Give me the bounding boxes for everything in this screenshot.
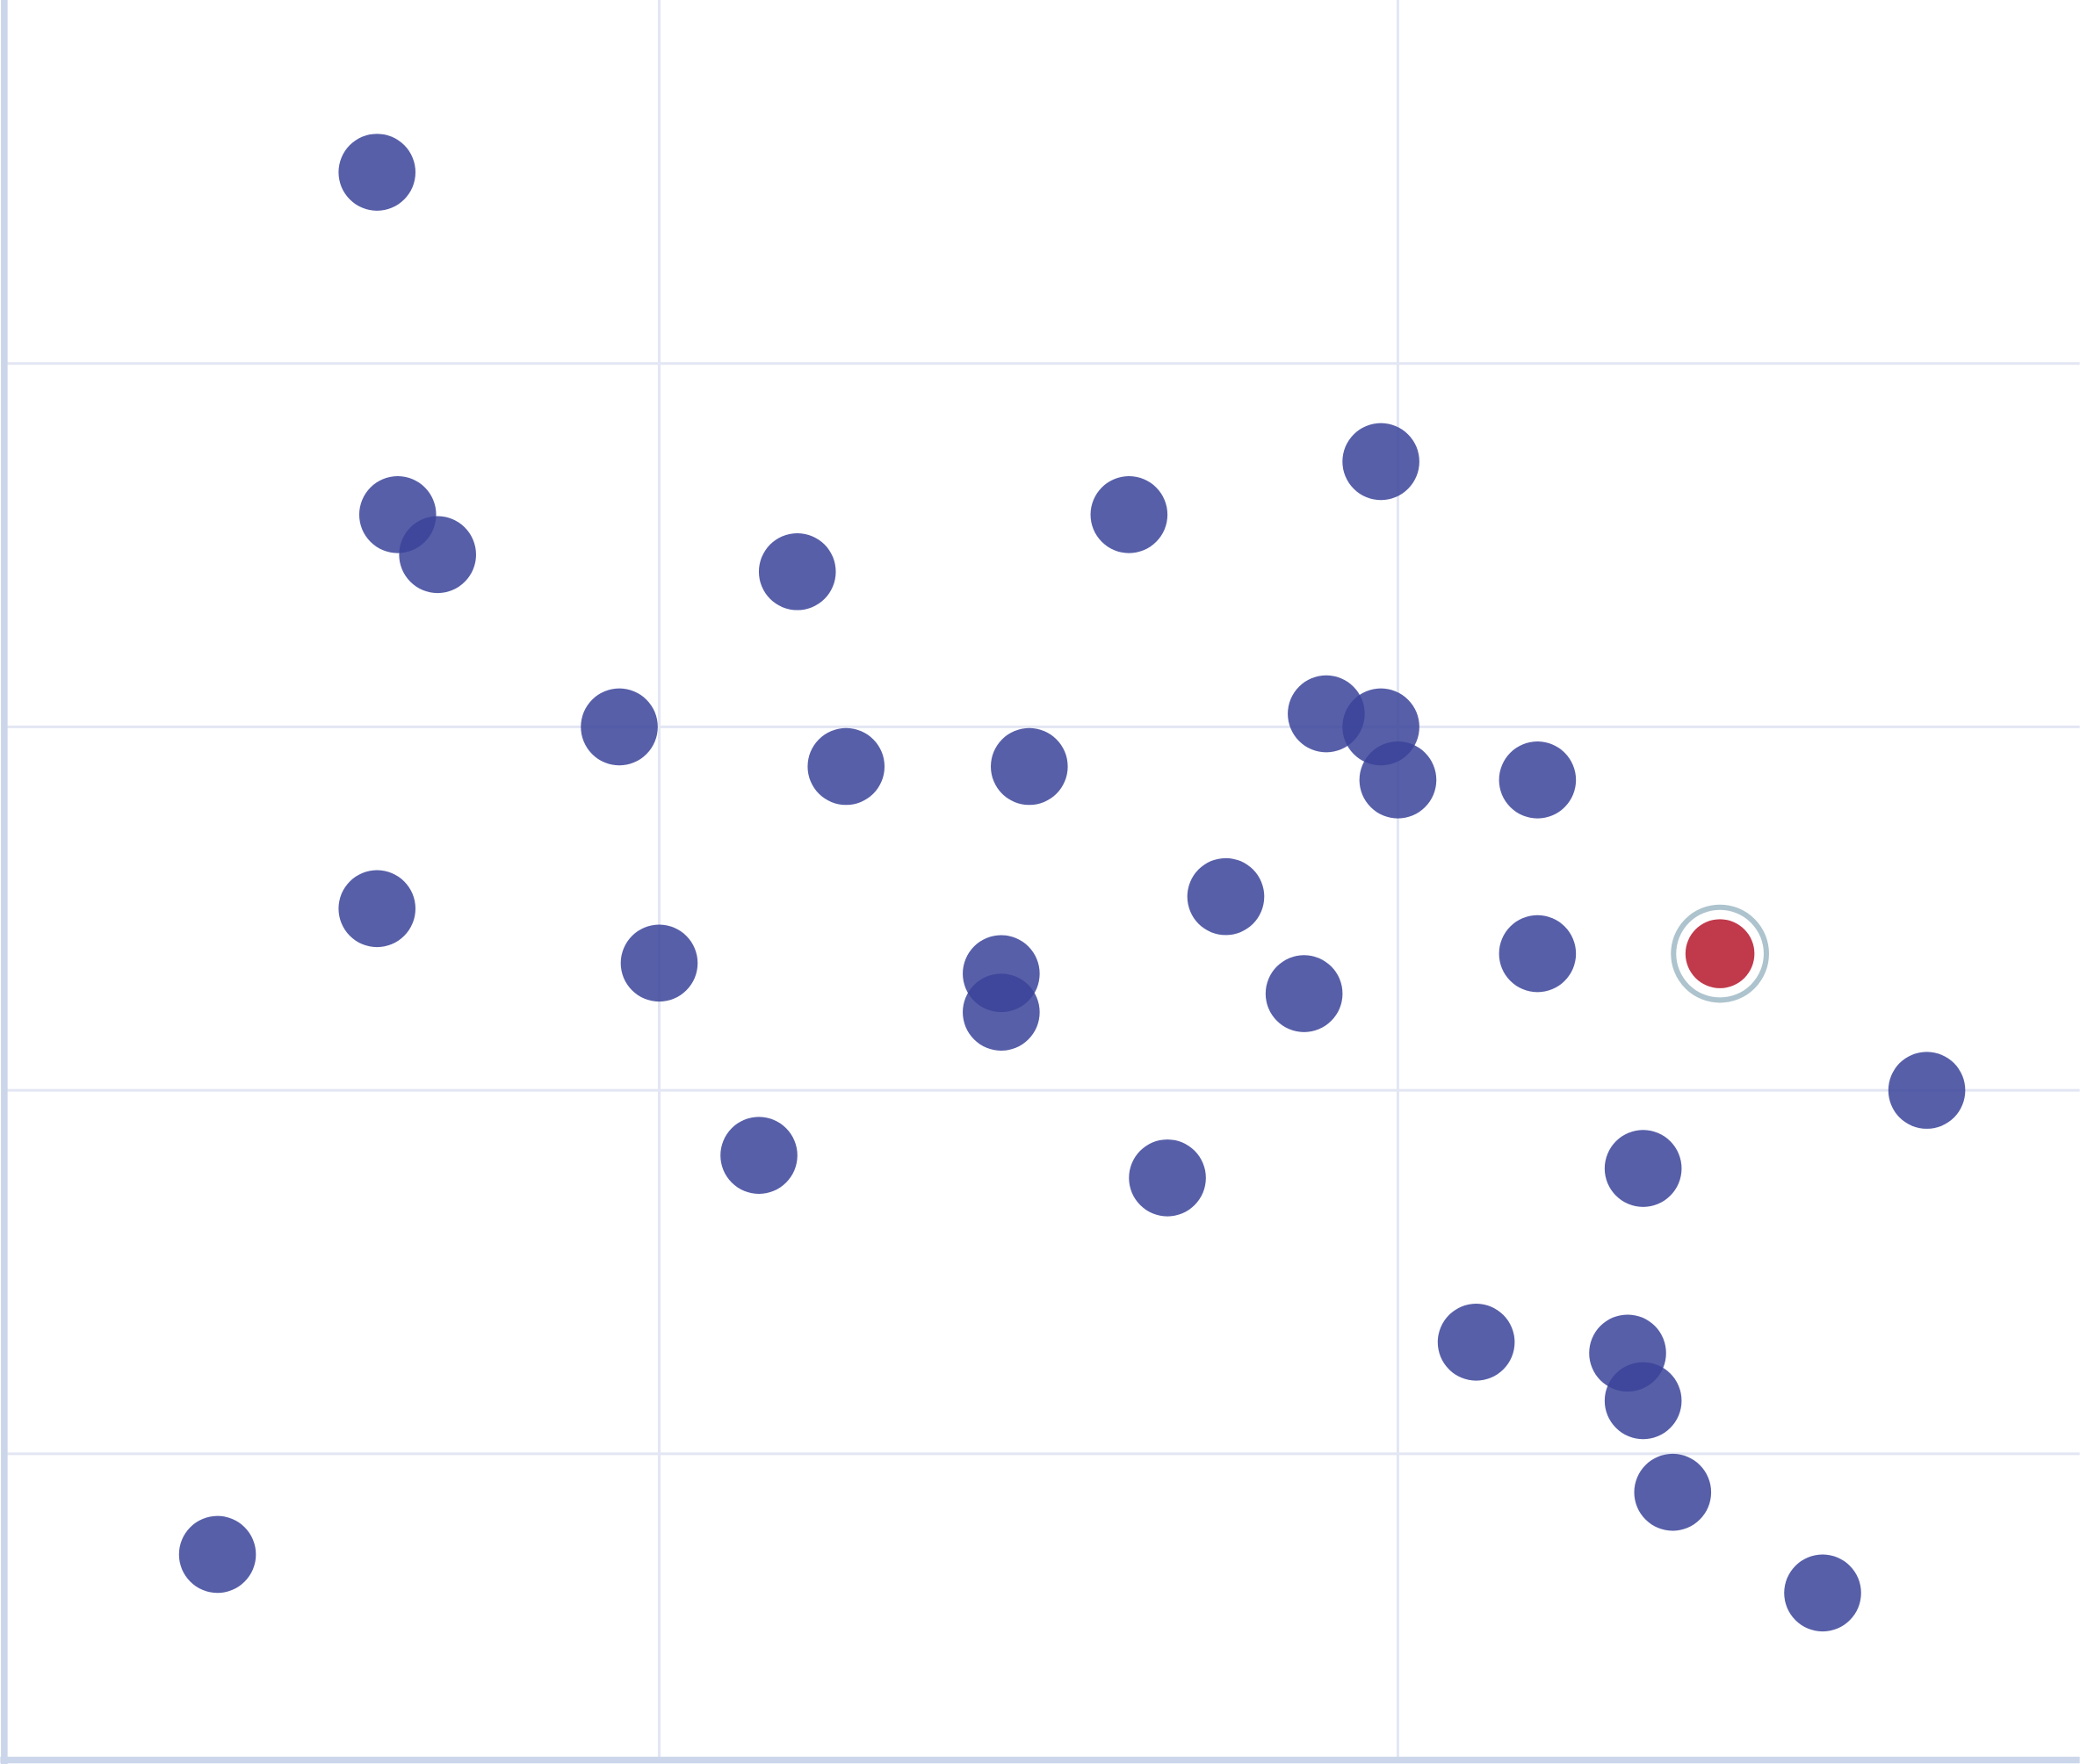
data-point[interactable] bbox=[991, 727, 1068, 806]
data-point[interactable] bbox=[720, 1117, 798, 1194]
data-point[interactable] bbox=[1359, 741, 1437, 819]
data-point[interactable] bbox=[1187, 857, 1265, 936]
data-point[interactable] bbox=[1265, 955, 1343, 1032]
data-point[interactable] bbox=[399, 516, 476, 594]
data-point[interactable] bbox=[963, 973, 1040, 1051]
data-point[interactable] bbox=[1888, 1052, 1966, 1129]
highlighted-data-point[interactable] bbox=[1685, 919, 1755, 988]
data-point[interactable] bbox=[338, 870, 415, 948]
data-point[interactable] bbox=[178, 1515, 256, 1594]
data-point[interactable] bbox=[1499, 915, 1577, 993]
data-point[interactable] bbox=[1499, 741, 1577, 819]
data-point[interactable] bbox=[1342, 423, 1419, 501]
data-point[interactable] bbox=[1634, 1453, 1712, 1531]
data-point[interactable] bbox=[807, 727, 885, 806]
data-point[interactable] bbox=[758, 532, 836, 611]
data-point[interactable] bbox=[1090, 476, 1168, 553]
data-point[interactable] bbox=[1604, 1130, 1682, 1207]
data-points bbox=[178, 134, 1966, 1632]
gridlines bbox=[6, 0, 2080, 1759]
data-point[interactable] bbox=[1604, 1362, 1682, 1440]
data-point[interactable] bbox=[1437, 1304, 1515, 1381]
data-point[interactable] bbox=[338, 134, 415, 211]
data-point[interactable] bbox=[581, 688, 658, 766]
data-point[interactable] bbox=[1784, 1554, 1861, 1632]
data-point[interactable] bbox=[620, 924, 698, 1002]
data-point[interactable] bbox=[1129, 1139, 1206, 1217]
